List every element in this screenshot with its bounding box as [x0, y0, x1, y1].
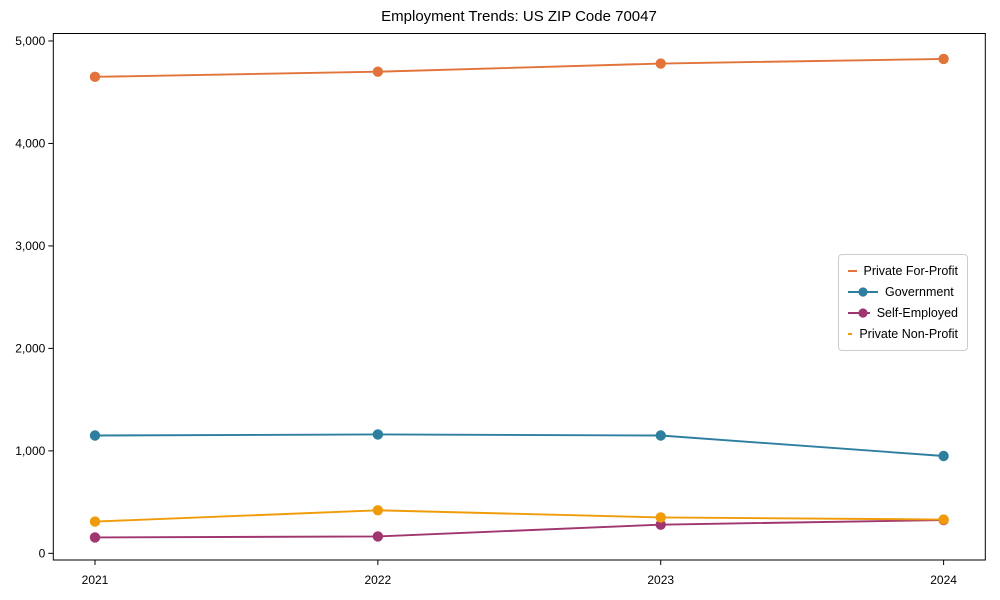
x-tick-label: 2024: [930, 573, 957, 587]
data-point-marker: [372, 505, 384, 516]
y-tick-label: 4,000: [15, 137, 45, 151]
plot-border: [52, 33, 986, 561]
y-tick-label: 3,000: [15, 239, 45, 253]
legend-item: Government: [848, 284, 958, 300]
legend-item: Private For-Profit: [848, 263, 958, 279]
data-point-marker: [938, 514, 949, 525]
y-tick-label: 1,000: [15, 444, 45, 458]
legend-marker-icon: [848, 333, 853, 335]
data-point-marker: [655, 519, 666, 530]
series-line: [94, 519, 944, 539]
series-line: [94, 57, 944, 78]
data-point-marker: [89, 516, 101, 527]
legend-marker-icon: [848, 287, 878, 297]
chart-title: Employment Trends: US ZIP Code 70047: [381, 8, 657, 25]
legend-item-label: Private Non-Profit: [859, 327, 958, 341]
legend-item: Private Non-Profit: [848, 326, 958, 342]
x-tick-label: 2023: [647, 573, 674, 587]
y-tick-label: 5,000: [15, 34, 45, 48]
data-point-marker: [655, 430, 666, 441]
legend-dot: [858, 308, 868, 318]
legend-item: Self-Employed: [848, 305, 958, 321]
data-point-marker: [89, 532, 101, 543]
legend-marker-icon: [848, 270, 857, 272]
legend-marker-icon: [848, 308, 870, 318]
series-line: [94, 433, 944, 457]
legend-item-label: Self-Employed: [876, 306, 958, 320]
data-point-marker: [655, 512, 666, 523]
data-point-marker: [89, 71, 101, 83]
data-point-marker: [938, 450, 949, 462]
data-point-marker: [372, 531, 384, 542]
y-tick-label: 2,000: [15, 342, 45, 356]
x-tick-label: 2021: [82, 573, 109, 587]
data-point-marker: [655, 58, 666, 69]
data-point-marker: [938, 53, 949, 65]
data-point-marker: [372, 66, 384, 77]
legend-item-label: Government: [885, 285, 954, 299]
x-tick-label: 2022: [365, 573, 392, 587]
legend: Private For-Profit Government Self-Employe…: [838, 254, 968, 351]
legend-item-label: Private For-Profit: [863, 264, 958, 278]
y-tick-label: 0: [39, 547, 46, 561]
data-point-marker: [89, 430, 101, 441]
data-point-marker: [372, 429, 384, 440]
legend-dot: [858, 287, 868, 297]
series-line: [94, 509, 944, 523]
